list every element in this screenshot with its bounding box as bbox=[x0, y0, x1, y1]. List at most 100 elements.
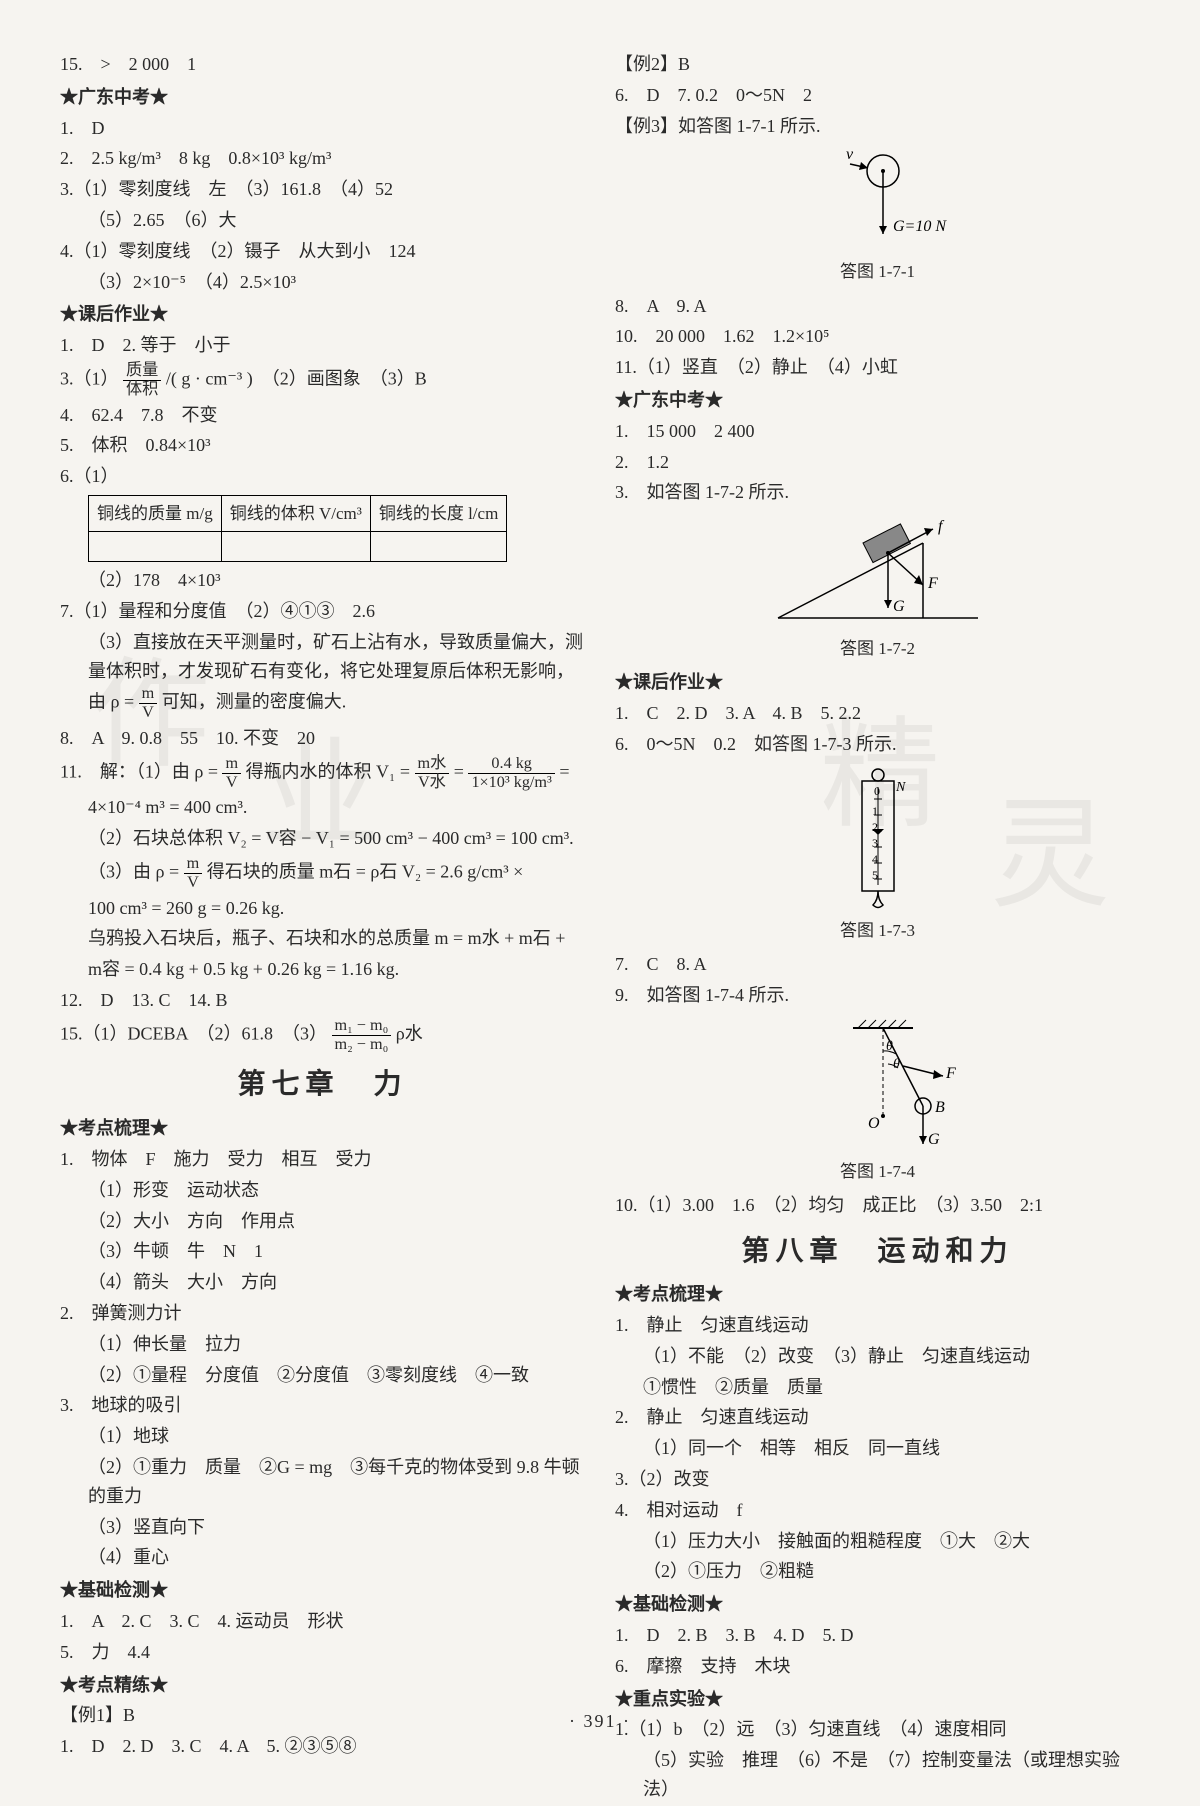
figure-1-7-2: f F G 答图 1-7-2 bbox=[615, 513, 1140, 662]
label-B: B bbox=[935, 1099, 945, 1116]
text-fragment: 得石块的质量 m石 = ρ石 V₂ = 2.6 g/cm³ × bbox=[207, 861, 524, 881]
label-v: v bbox=[846, 146, 854, 163]
page-number: · 391 · bbox=[0, 1707, 1200, 1736]
page-container: 15. > 2 000 1 ★广东中考★ 1. D 2. 2.5 kg/m³ 8… bbox=[60, 50, 1140, 1806]
fraction-den: V水 bbox=[415, 774, 450, 792]
fraction-num: m bbox=[184, 855, 203, 874]
figure-1-7-1: v G=10 N 答图 1-7-1 bbox=[615, 146, 1140, 285]
label-G: G bbox=[893, 598, 905, 615]
answer-line: （1）同一个 相等 相反 同一直线 bbox=[615, 1434, 1140, 1463]
chapter-title: 第八章 运动和力 bbox=[615, 1230, 1140, 1275]
answer-line: 6. 0～5N 0.2 如答图 1-7-3 所示. bbox=[615, 730, 1140, 759]
answer-line: 5. 力 4.4 bbox=[60, 1638, 585, 1667]
diagram-icon: θ θ F B O G bbox=[768, 1016, 988, 1156]
label-G: G bbox=[928, 1131, 940, 1148]
fraction-num: m bbox=[222, 755, 241, 774]
label-0: 0 bbox=[874, 784, 880, 798]
label-F: F bbox=[945, 1065, 956, 1082]
answer-line: 4. 相对运动 f bbox=[615, 1496, 1140, 1525]
answer-line: 6. D 7. 0.2 0～5N 2 bbox=[615, 81, 1140, 110]
answer-line: 11.（1）竖直 （2）静止 （4）小虹 bbox=[615, 353, 1140, 382]
answer-line: 1. D 2. B 3. B 4. D 5. D bbox=[615, 1621, 1140, 1650]
answer-line: 10. 20 000 1.62 1.2×10⁵ bbox=[615, 322, 1140, 351]
label-g: G=10 N bbox=[893, 218, 947, 235]
section-heading: ★广东中考★ bbox=[60, 83, 585, 112]
fraction: m水 V水 bbox=[415, 755, 450, 792]
answer-line: 4. 62.4 7.8 不变 bbox=[60, 401, 585, 430]
diagram-icon: f F G bbox=[768, 513, 988, 633]
answer-line: 4.（1）零刻度线 （2）镊子 从大到小 124 bbox=[60, 237, 585, 266]
figure-caption: 答图 1-7-2 bbox=[615, 635, 1140, 662]
figure-1-7-3: 0 1 2 3 4 5 N 答图 1-7-3 bbox=[615, 765, 1140, 944]
fraction-num: m水 bbox=[415, 755, 450, 774]
label-f: f bbox=[938, 518, 945, 535]
answer-line: m容 = 0.4 kg + 0.5 kg + 0.26 kg = 1.16 kg… bbox=[60, 955, 585, 984]
section-heading: ★考点精练★ bbox=[60, 1671, 585, 1700]
answer-line: （4）重心 bbox=[60, 1543, 585, 1572]
answer-line: （3）竖直向下 bbox=[60, 1513, 585, 1542]
section-heading: ★基础检测★ bbox=[60, 1576, 585, 1605]
spring-scale-icon: 0 1 2 3 4 5 N bbox=[828, 765, 928, 915]
answer-line: （1）形变 运动状态 bbox=[60, 1176, 585, 1205]
answer-line: 1. 物体 F 施力 受力 相互 受力 bbox=[60, 1145, 585, 1174]
answer-line: 7. C 8. A bbox=[615, 950, 1140, 979]
fraction-den: V bbox=[139, 704, 158, 722]
answer-line: （1）不能 （2）改变 （3）静止 匀速直线运动 bbox=[615, 1342, 1140, 1371]
fraction: 质量 体积 bbox=[123, 362, 161, 399]
answer-line: （2）大小 方向 作用点 bbox=[60, 1207, 585, 1236]
answer-line: 6.（1） bbox=[60, 462, 585, 491]
table-cell: 铜线的体积 V/cm³ bbox=[221, 495, 370, 531]
section-heading: ★考点梳理★ bbox=[60, 1114, 585, 1143]
section-heading: ★课后作业★ bbox=[60, 300, 585, 329]
answer-line: 1. D 2. 等于 小于 bbox=[60, 331, 585, 360]
fraction-den: V bbox=[184, 874, 203, 892]
fraction-den: V bbox=[222, 774, 241, 792]
answer-line: （3）由 ρ = m V 得石块的质量 m石 = ρ石 V₂ = 2.6 g/c… bbox=[60, 855, 585, 892]
fraction: m V bbox=[222, 755, 241, 792]
answer-line: 2. 1.2 bbox=[615, 448, 1140, 477]
section-heading: ★考点梳理★ bbox=[615, 1280, 1140, 1309]
answer-line: 15. > 2 000 1 bbox=[60, 50, 585, 79]
text-fragment: 可知，测量的密度偏大. bbox=[162, 692, 347, 712]
answer-line: 3.（1） 质量 体积 /( g · cm⁻³ ) （2）画图象 （3）B bbox=[60, 362, 585, 399]
fraction: m₁ − m₀ m₂ − m₀ bbox=[332, 1017, 392, 1054]
answer-line: 3.（2）改变 bbox=[615, 1465, 1140, 1494]
figure-caption: 答图 1-7-3 bbox=[615, 917, 1140, 944]
label-theta: θ bbox=[886, 1039, 893, 1054]
svg-text:1: 1 bbox=[872, 804, 878, 818]
answer-line: 3. 地球的吸引 bbox=[60, 1391, 585, 1420]
answer-line: 10.（1）3.00 1.6 （2）均匀 成正比 （3）3.50 2:1 bbox=[615, 1191, 1140, 1220]
answer-line: 9. 如答图 1-7-4 所示. bbox=[615, 981, 1140, 1010]
text-fragment: ρ水 bbox=[396, 1023, 423, 1043]
answer-line: 1. D bbox=[60, 114, 585, 143]
fraction-den: m₂ − m₀ bbox=[332, 1036, 392, 1054]
answer-line: （5）实验 推理 （6）不是 （7）控制变量法（或理想实验法） bbox=[615, 1746, 1140, 1804]
chapter-title: 第七章 力 bbox=[60, 1063, 585, 1108]
fraction: m V bbox=[184, 855, 203, 892]
section-heading: ★基础检测★ bbox=[615, 1590, 1140, 1619]
answer-line: 8. A 9. A bbox=[615, 292, 1140, 321]
answer-line: （2）石块总体积 V₂ = V容 − V₁ = 500 cm³ − 400 cm… bbox=[60, 824, 585, 853]
table-row bbox=[89, 532, 507, 562]
answer-line: （2）①重力 质量 ②G = mg ③每千克的物体受到 9.8 牛顿的重力 bbox=[60, 1453, 585, 1511]
answer-line: 12. D 13. C 14. B bbox=[60, 986, 585, 1015]
answer-line: （4）箭头 大小 方向 bbox=[60, 1268, 585, 1297]
label-F: F bbox=[927, 575, 938, 592]
fraction-den: 1×10³ kg/m³ bbox=[468, 774, 554, 792]
answer-line: 3. 如答图 1-7-2 所示. bbox=[615, 478, 1140, 507]
left-column: 15. > 2 000 1 ★广东中考★ 1. D 2. 2.5 kg/m³ 8… bbox=[60, 50, 585, 1806]
answer-line: ①惯性 ②质量 质量 bbox=[615, 1373, 1140, 1402]
answer-line: 4×10⁻⁴ m³ = 400 cm³. bbox=[60, 793, 585, 822]
answer-line: 乌鸦投入石块后，瓶子、石块和水的总质量 m = m水 + m石 + bbox=[60, 924, 585, 953]
answer-line: 1. C 2. D 3. A 4. B 5. 2.2 bbox=[615, 699, 1140, 728]
figure-caption: 答图 1-7-4 bbox=[615, 1158, 1140, 1185]
label-N: N bbox=[895, 780, 906, 795]
table-row: 铜线的质量 m/g 铜线的体积 V/cm³ 铜线的长度 l/cm bbox=[89, 495, 507, 531]
answer-line: （2）①量程 分度值 ②分度值 ③零刻度线 ④一致 bbox=[60, 1361, 585, 1390]
right-column: 【例2】B 6. D 7. 0.2 0～5N 2 【例3】如答图 1-7-1 所… bbox=[615, 50, 1140, 1806]
fraction: 0.4 kg 1×10³ kg/m³ bbox=[468, 755, 554, 792]
answer-line: 15.（1）DCEBA （2）61.8 （3） m₁ − m₀ m₂ − m₀ … bbox=[60, 1017, 585, 1054]
answer-line: 1. 15 000 2 400 bbox=[615, 417, 1140, 446]
answer-line: （1）地球 bbox=[60, 1422, 585, 1451]
answer-line: 7.（1）量程和分度值 （2）④①③ 2.6 bbox=[60, 597, 585, 626]
